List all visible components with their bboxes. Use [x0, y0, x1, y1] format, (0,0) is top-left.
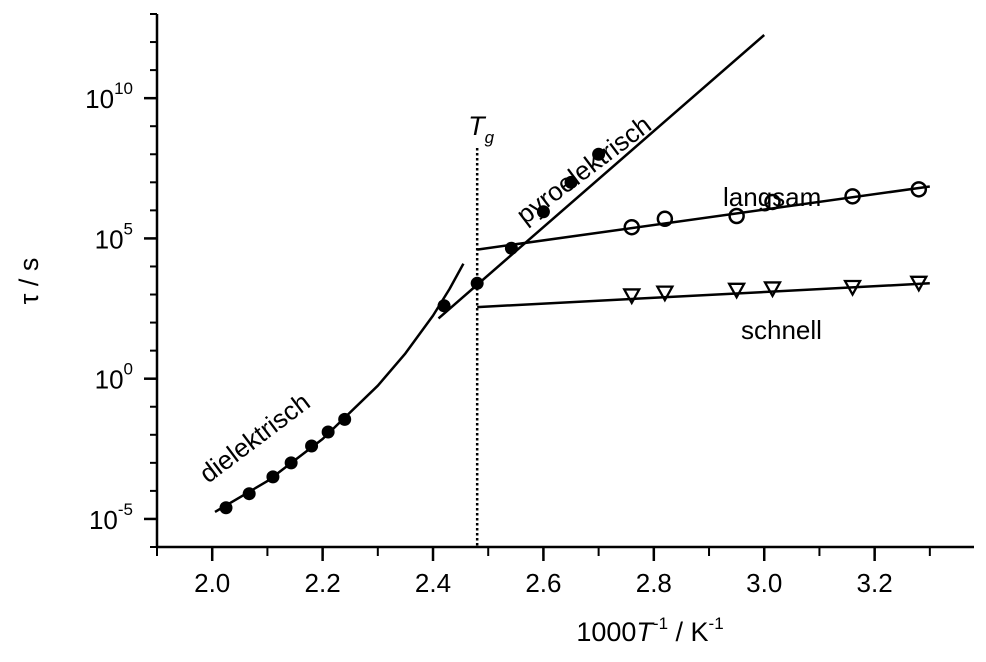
- y-tick-label: 105: [95, 219, 133, 254]
- x-tick-label: 2.2: [305, 568, 341, 598]
- point-dielektrisch: [220, 501, 233, 514]
- x-tick-label: 2.4: [415, 568, 451, 598]
- tg-label-sub: g: [485, 128, 495, 147]
- x-axis-title-sup1: -1: [653, 614, 668, 633]
- fit-lines: [215, 35, 930, 512]
- x-axis-title-mid: / K: [668, 617, 709, 647]
- point-dielektrisch: [322, 425, 335, 438]
- point-schnell: [624, 289, 639, 303]
- series-labels: dielektrisch pyroelektrisch langsam schnell: [194, 109, 822, 488]
- x-axis-title: 1000T-1 / K-1: [576, 614, 723, 647]
- point-dielektrisch: [243, 487, 256, 500]
- x-axis-title-sup2: -1: [709, 614, 724, 633]
- y-tick-exponent: -5: [118, 500, 133, 519]
- x-tick-label: 2.6: [525, 568, 561, 598]
- point-dielektrisch: [338, 413, 351, 426]
- y-tick-label: 100: [95, 360, 133, 395]
- series-label-langsam: langsam: [723, 182, 821, 212]
- y-tick-exponent: 5: [124, 219, 133, 238]
- point-schnell: [765, 282, 780, 296]
- point-dielektrisch: [305, 440, 318, 453]
- tg-label: Tg: [468, 111, 495, 147]
- x-tick-label: 3.2: [857, 568, 893, 598]
- series-label-schnell: schnell: [741, 315, 822, 345]
- point-pyroelektrisch: [505, 242, 518, 255]
- x-axis-title-main: 1000: [576, 617, 636, 647]
- series-label-dielektrisch: dielektrisch: [194, 387, 316, 489]
- y-tick-exponent: 10: [114, 79, 133, 98]
- y-tick-base: 10: [95, 365, 124, 395]
- y-tick-exponent: 0: [124, 360, 133, 379]
- fit-line-pyroelektrisch: [439, 35, 765, 318]
- fit-line-schnell: [477, 283, 930, 307]
- x-tick-label: 3.0: [746, 568, 782, 598]
- point-pyroelektrisch: [471, 277, 484, 290]
- point-dielektrisch: [285, 456, 298, 469]
- point-dielektrisch: [438, 299, 451, 312]
- point-schnell: [729, 284, 744, 298]
- y-tick-base: 10: [89, 505, 118, 535]
- tg-marker: Tg: [468, 111, 495, 547]
- y-axis-title: τ / s: [14, 258, 44, 305]
- fit-line-dielektrisch: [215, 264, 463, 512]
- y-tick-label: 1010: [85, 79, 133, 114]
- axis-titles: 1000T-1 / K-1 τ / s: [14, 258, 724, 647]
- x-tick-label: 2.8: [636, 568, 672, 598]
- x-tick-label: 2.0: [194, 568, 230, 598]
- y-tick-label: 10-5: [89, 500, 133, 535]
- point-dielektrisch: [266, 470, 279, 483]
- y-tick-base: 10: [85, 84, 114, 114]
- y-tick-base: 10: [95, 224, 124, 254]
- series-label-pyroelektrisch: pyroelektrisch: [511, 109, 657, 229]
